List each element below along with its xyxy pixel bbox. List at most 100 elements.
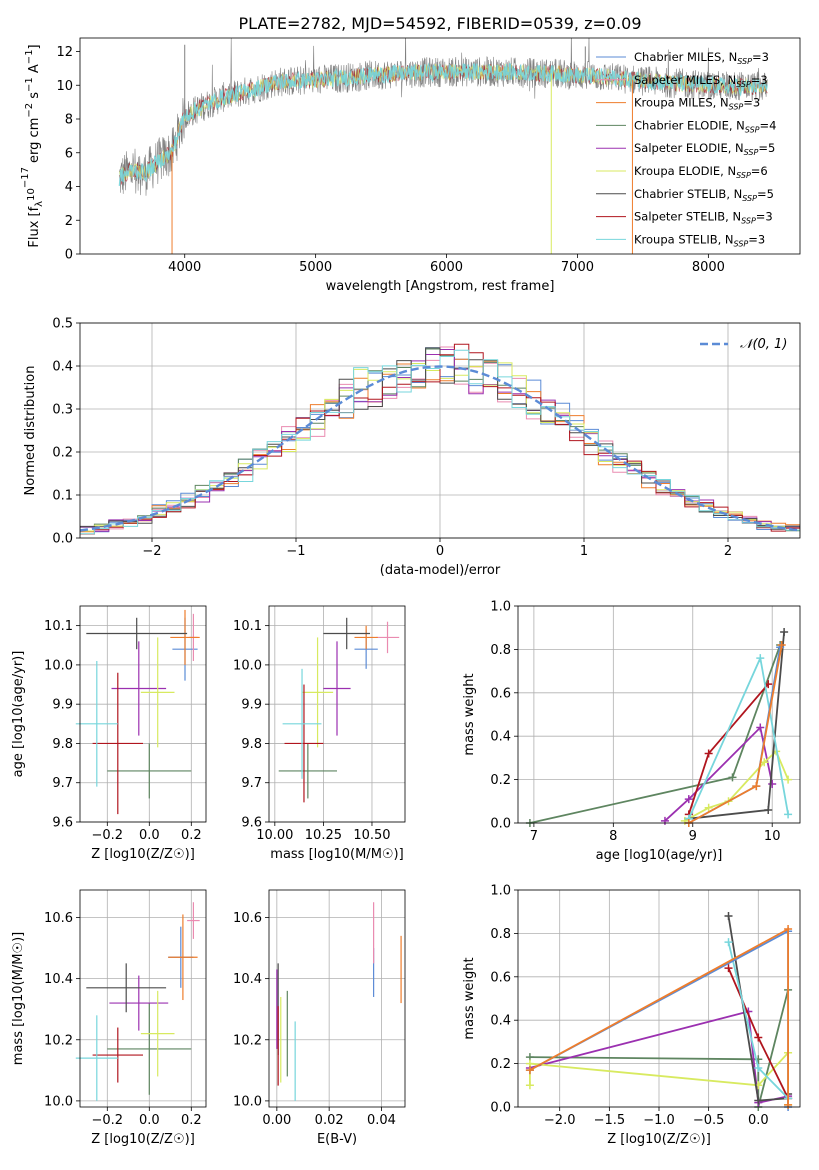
y-tick-label: 9.7 <box>52 776 73 791</box>
x-tick-label: 8 <box>609 829 617 844</box>
weight-line <box>687 683 769 815</box>
weight-marker <box>752 782 761 791</box>
x-tick-label: −2 <box>142 544 161 559</box>
y-tick-label: 1.0 <box>490 884 511 899</box>
x-tick-label: −0.5 <box>693 1113 725 1128</box>
x-tick-label: 9 <box>689 829 697 844</box>
weight-vs-Z-frame <box>517 889 801 1108</box>
weight-vs-Z-series <box>525 912 793 1111</box>
age-vs-Z-errorbars <box>75 609 200 815</box>
weight-marker <box>754 1063 763 1072</box>
weight-marker <box>704 803 713 812</box>
mass-vs-Z-errorbars <box>75 902 200 1101</box>
age-vs-mass-frame <box>268 605 406 823</box>
x-tick-label: −0.2 <box>92 1113 124 1128</box>
x-tick-label: 0.0 <box>139 1113 160 1128</box>
y-axis-label: mass [log10(M/M☉)] <box>11 932 26 1065</box>
legend-entry-nssp: =4 <box>760 118 777 132</box>
legend-entry-sub: SSP <box>741 217 756 226</box>
y-tick-label: 9.8 <box>241 737 262 752</box>
reference-legend-label: 𝒩(0, 1) <box>740 337 787 352</box>
x-axis-label: (data-model)/error <box>380 563 501 578</box>
weight-line <box>664 725 774 822</box>
y-tick-label: 9.8 <box>52 737 73 752</box>
y-label-part: −1 <box>24 49 35 64</box>
x-tick-label: −0.2 <box>92 828 124 843</box>
y-tick-label: 0.5 <box>52 317 73 332</box>
weight-marker <box>784 775 793 784</box>
legend-entry: Kroupa MILES, NSSP=3 <box>634 96 760 112</box>
y-tick-label: 0.8 <box>490 643 511 658</box>
mass-vs-Z-frame <box>79 889 207 1108</box>
weight-marker <box>756 723 765 732</box>
legend-entry-name: Kroupa ELODIE, N <box>634 164 736 178</box>
y-tick-label: 10.0 <box>233 1094 262 1109</box>
weight-marker <box>724 964 733 973</box>
legend-entry-name: Kroupa MILES, N <box>634 96 729 110</box>
age-vs-mass-axes: 10.00 10.25 10.50 9.6 9.7 9.8 9.9 10.0 10.1 <box>233 606 405 843</box>
weight-marker <box>780 628 789 637</box>
weight-marker <box>764 805 773 814</box>
y-label-part: ] <box>27 44 42 49</box>
x-axis-label: age [log10(age/yr)] <box>596 848 723 863</box>
mass-vs-Z-axes: −0.2 0.0 0.2 10.0 10.2 10.4 10.6 <box>44 890 206 1128</box>
legend-entry-nssp: =3 <box>748 232 765 246</box>
x-tick-label: 5000 <box>299 260 332 275</box>
weight-line <box>688 631 785 820</box>
weight-marker <box>660 816 669 825</box>
x-tick-label: 10.25 <box>305 828 342 843</box>
x-tick-label: 0.2 <box>181 1113 202 1128</box>
x-tick-label: −1.0 <box>643 1113 675 1128</box>
y-tick-label: 10.0 <box>44 1094 73 1109</box>
x-tick-label: 8000 <box>692 260 725 275</box>
y-tick-label: 6 <box>65 146 73 161</box>
y-tick-label: 0.6 <box>490 686 511 701</box>
x-tick-label: 10 <box>764 829 781 844</box>
normal-reference-curve <box>79 365 801 532</box>
y-tick-label: 10.2 <box>233 1033 262 1048</box>
weight-marker <box>525 1081 534 1090</box>
y-tick-label: 0.1 <box>52 489 73 504</box>
x-tick-label: 0 <box>436 544 444 559</box>
legend-entry-sub: SSP <box>744 148 759 157</box>
legend-entry-name: Chabrier MILES, N <box>634 50 737 64</box>
age-vs-Z-axes: −0.2 0.0 0.2 9.6 9.7 9.8 9.9 10.0 10.1 <box>44 606 206 843</box>
legend-entry-sub: SSP <box>736 80 751 89</box>
y-tick-label: 0.4 <box>490 730 511 745</box>
weight-marker <box>724 938 733 947</box>
y-tick-label: 9.9 <box>52 698 73 713</box>
legend-entry-nssp: =3 <box>756 210 773 224</box>
weight-marker <box>784 925 793 934</box>
y-tick-label: 0.0 <box>490 1101 511 1116</box>
weight-vs-age-frame <box>517 605 801 824</box>
y-axis-label: mass weight <box>462 673 477 755</box>
y-tick-label: 10.6 <box>233 911 262 926</box>
y-axis-label: mass weight <box>462 957 477 1039</box>
legend-entry-name: Chabrier STELIB, N <box>634 187 742 201</box>
weight-marker <box>756 654 765 663</box>
legend-entry-sub: SSP <box>745 125 760 134</box>
y-tick-label: 0.0 <box>490 817 511 832</box>
legend-entry-nssp: =5 <box>757 187 774 201</box>
mass-vs-ebv-errorbars <box>276 902 402 1101</box>
y-label-part: −17 <box>20 167 31 188</box>
legend-entry-nssp: =3 <box>743 96 760 110</box>
weight-marker <box>760 758 769 767</box>
model-spectrum-line <box>118 62 768 186</box>
legend-entry-name: Salpeter ELODIE, N <box>634 141 744 155</box>
y-tick-label: 9.6 <box>52 816 73 831</box>
age-vs-Z-frame <box>79 605 207 823</box>
weight-marker <box>724 912 733 921</box>
weight-marker <box>525 1066 534 1075</box>
x-tick-label: −2.0 <box>544 1113 576 1128</box>
legend-entry: Chabrier MILES, NSSP=3 <box>634 50 769 66</box>
x-tick-label: 1 <box>580 544 588 559</box>
y-tick-label: 0.2 <box>52 446 73 461</box>
spectrum-series <box>118 38 768 254</box>
age-vs-mass-errorbars <box>278 617 400 803</box>
legend-entry-nssp: =3 <box>752 50 769 64</box>
y-tick-label: 10 <box>56 79 73 94</box>
x-tick-label: 0.0 <box>139 828 160 843</box>
y-tick-label: 9.7 <box>241 776 262 791</box>
